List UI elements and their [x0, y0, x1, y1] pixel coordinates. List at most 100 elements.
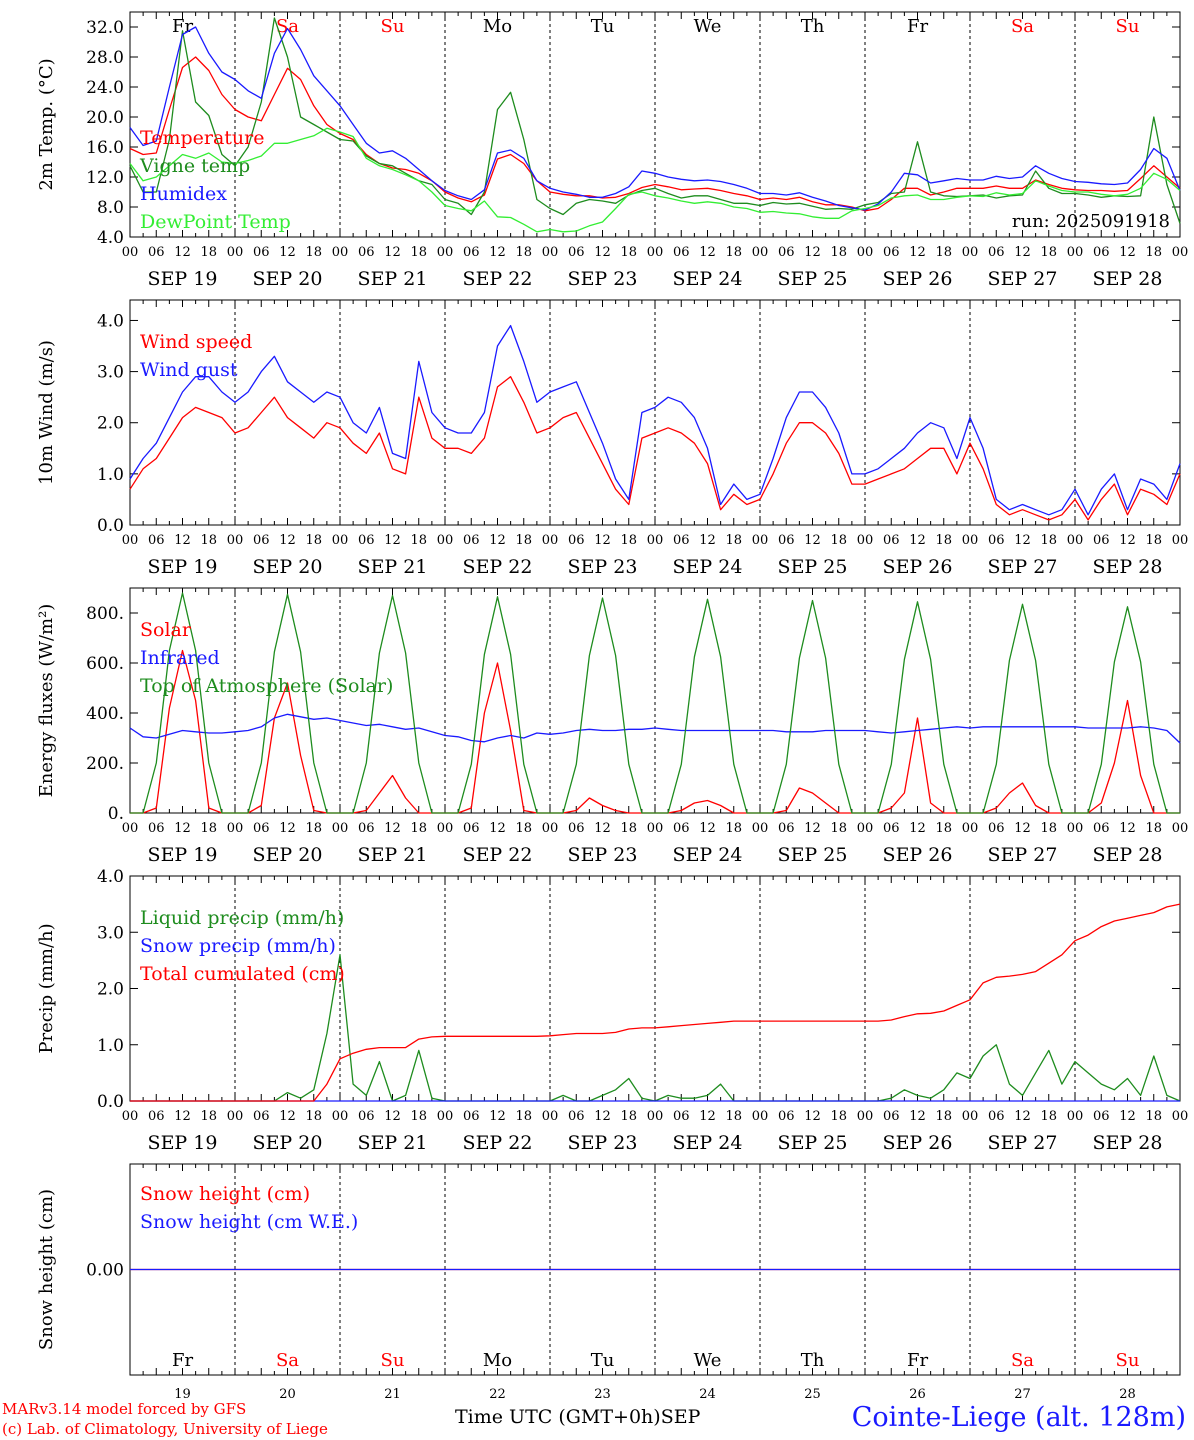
- panel-temp-hour-label: 12: [1119, 245, 1136, 260]
- panel-wind-hour-label: 06: [568, 533, 585, 548]
- panel-temp-hour-label: 18: [725, 245, 742, 260]
- panel-wind-date-label: SEP 28: [1093, 556, 1163, 578]
- panel-precip-hour-label: 06: [1093, 1109, 1110, 1124]
- panel-wind-series-wind-speed: [129, 376, 1181, 521]
- panel-temp-y-tick-label: 12.0: [86, 168, 124, 188]
- panel-energy-date-label: SEP 24: [673, 844, 743, 866]
- footer-weekday-label: Sa: [1011, 1350, 1034, 1371]
- panel-precip-hour-label: 06: [883, 1109, 900, 1124]
- panel-wind-hour-label: 12: [279, 533, 296, 548]
- panel-precip-y-tick-label: 3.0: [97, 923, 124, 943]
- panel-precip-hour-label: 00: [962, 1109, 979, 1124]
- panel-energy-y-tick-label: 200.: [86, 754, 124, 774]
- panel-energy-hour-label: 18: [725, 821, 742, 836]
- panel-precip-hour-label: 18: [515, 1109, 532, 1124]
- panel-precip-hour-label: 00: [752, 1109, 769, 1124]
- panel-precip-date-label: SEP 26: [883, 1132, 953, 1154]
- panel-precip-series-total-cumulated-cm: [130, 903, 1181, 1102]
- footer-weekday-label: Mo: [483, 1350, 512, 1371]
- panel-temp-hour-label: 00: [437, 245, 454, 260]
- panel-precip-hour-label: 18: [305, 1109, 322, 1124]
- panel-precip-hour-label: 00: [542, 1109, 559, 1124]
- panel-temp-hour-label: 12: [594, 245, 611, 260]
- panel-precip-hour-label: 00: [227, 1109, 244, 1124]
- panel-wind-hour-label: 00: [1067, 533, 1084, 548]
- panel-energy-hour-label: 06: [568, 821, 585, 836]
- panel-temp-hour-label: 06: [148, 245, 165, 260]
- weekday-header-label: Mo: [483, 16, 512, 37]
- panel-precip-hour-label: 12: [1014, 1109, 1031, 1124]
- panel-temp-series-vigne-temp: [129, 17, 1181, 224]
- panel-energy-hour-label: 12: [699, 821, 716, 836]
- panel-wind-hour-label: 00: [332, 533, 349, 548]
- panel-temp-hour-label: 00: [332, 245, 349, 260]
- footer-weekday-label: Fr: [172, 1350, 193, 1371]
- panel-energy-y-tick-label: 400.: [86, 704, 124, 724]
- footer-day-number: 27: [1014, 1387, 1031, 1402]
- panel-wind-hour-label: 12: [384, 533, 401, 548]
- panel-energy-hour-label: 18: [1145, 821, 1162, 836]
- panel-energy-hour-label: 06: [253, 821, 270, 836]
- panel-energy-hour-label: 06: [148, 821, 165, 836]
- weekday-header-label: Tu: [591, 16, 615, 37]
- panel-temp-frame: [129, 11, 1181, 238]
- panel-energy-hour-label: 06: [358, 821, 375, 836]
- panel-energy-hour-label: 12: [489, 821, 506, 836]
- panel-wind-hour-label: 00: [227, 533, 244, 548]
- panel-energy-hour-label: 06: [1093, 821, 1110, 836]
- footer-weekday-label: Fr: [907, 1350, 928, 1371]
- panel-precip-hour-label: 00: [122, 1109, 139, 1124]
- panel-temp-hour-label: 00: [647, 245, 664, 260]
- panel-temp-series-temperature: [129, 56, 1181, 212]
- panel-energy-hour-label: 12: [1119, 821, 1136, 836]
- panel-precip-hour-label: 12: [909, 1109, 926, 1124]
- panel-temp-y-tick-label: 24.0: [86, 78, 124, 98]
- weekday-header-label: We: [694, 16, 722, 37]
- panel-wind-hour-label: 00: [122, 533, 139, 548]
- panel-precip-y-tick-label: 2.0: [97, 980, 124, 1000]
- panel-precip-y-tick-label: 0.0: [97, 1092, 124, 1112]
- panel-wind-y-tick-label: 0.0: [97, 516, 124, 536]
- panel-energy-frame: [129, 587, 1181, 814]
- panel-temp-hour-label: 18: [1040, 245, 1057, 260]
- station-name: Cointe-Liege (alt. 128m): [851, 1402, 1186, 1433]
- panel-precip-hour-label: 06: [463, 1109, 480, 1124]
- panel-energy-hour-label: 06: [778, 821, 795, 836]
- panel-energy-legend-item: Infrared: [140, 647, 220, 669]
- weekday-header-label: Su: [1116, 16, 1140, 37]
- panel-precip-hour-label: 00: [332, 1109, 349, 1124]
- panel-precip-hour-label: 06: [778, 1109, 795, 1124]
- panel-temp-hour-label: 12: [1014, 245, 1031, 260]
- panel-temp-date-label: SEP 19: [148, 268, 218, 290]
- panel-wind-hour-label: 18: [200, 533, 217, 548]
- panel-energy-hour-label: 06: [673, 821, 690, 836]
- panel-wind-legend-item: Wind speed: [140, 331, 252, 353]
- panel-temp-hour-label: 00: [227, 245, 244, 260]
- panel-energy-hour-label: 12: [279, 821, 296, 836]
- footer-day-number: 21: [384, 1387, 401, 1402]
- panel-wind-hour-label: 00: [542, 533, 559, 548]
- panel-wind-hour-label: 00: [857, 533, 874, 548]
- credit-line-2: (c) Lab. of Climatology, University of L…: [2, 1420, 328, 1438]
- panel-wind-date-label: SEP 27: [988, 556, 1058, 578]
- panel-temp-hour-label: 06: [988, 245, 1005, 260]
- panel-temp-hour-label: 00: [857, 245, 874, 260]
- panel-precip-hour-label: 00: [857, 1109, 874, 1124]
- weekday-header-label: Sa: [276, 16, 299, 37]
- panel-wind-y-tick-label: 4.0: [97, 311, 124, 331]
- panel-precip-legend-item: Snow precip (mm/h): [140, 935, 336, 957]
- panel-temp-date-label: SEP 28: [1093, 268, 1163, 290]
- panel-energy-hour-label: 00: [332, 821, 349, 836]
- panel-temp-hour-label: 06: [1093, 245, 1110, 260]
- panel-precip-hour-label: 18: [935, 1109, 952, 1124]
- panel-temp-hour-label: 18: [830, 245, 847, 260]
- panel-temp-legend-item: Temperature: [140, 127, 264, 149]
- footer-day-number: 26: [909, 1387, 926, 1402]
- panel-wind-hour-label: 12: [1119, 533, 1136, 548]
- panel-precip-hour-label: 00: [437, 1109, 454, 1124]
- footer-weekday-label: Su: [381, 1350, 405, 1371]
- panel-precip-hour-label: 18: [200, 1109, 217, 1124]
- panel-temp-hour-label: 00: [122, 245, 139, 260]
- weekday-header-label: Th: [801, 16, 825, 37]
- footer-weekday-label: Tu: [591, 1350, 615, 1371]
